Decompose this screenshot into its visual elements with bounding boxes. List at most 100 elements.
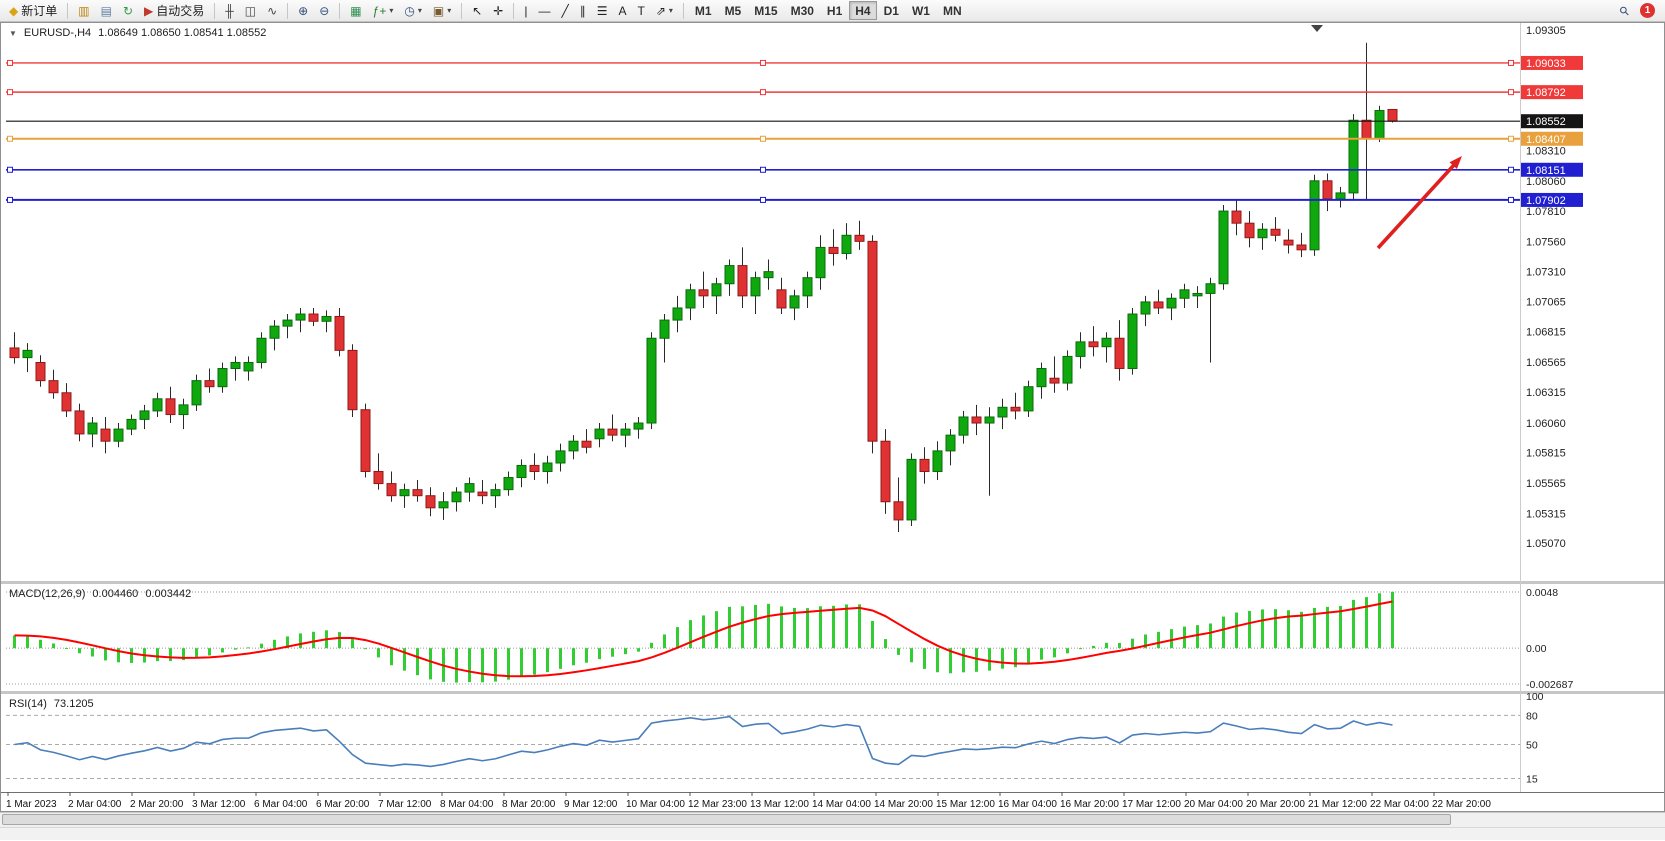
market-watch-button[interactable]: ▤ [96, 1, 117, 20]
timeframe-m1-button[interactable]: M1 [689, 1, 718, 20]
hline-handle[interactable] [760, 196, 766, 203]
search-button[interactable]: ⚲ [1615, 1, 1634, 20]
hline-handle[interactable] [1508, 196, 1514, 203]
hline-handle[interactable] [1508, 135, 1514, 142]
timeframe-m15-button[interactable]: M15 [748, 1, 783, 20]
market-watch-icon: ▤ [100, 3, 112, 18]
toolbar-separator [214, 2, 216, 19]
text-icon: A [618, 3, 627, 18]
rsi-pane-header: RSI(14) 73.1205 [9, 698, 94, 710]
svg-text:14 Mar 20:00: 14 Mar 20:00 [874, 799, 933, 810]
hline-handle[interactable] [7, 89, 13, 96]
hline-handle[interactable] [7, 196, 13, 203]
chart-scrollbar[interactable] [0, 812, 1665, 827]
svg-text:12 Mar 23:00: 12 Mar 23:00 [688, 799, 747, 810]
trendline-icon: ╱ [561, 3, 569, 18]
hline-handle[interactable] [760, 166, 766, 173]
timeframe-mn-button[interactable]: MN [937, 1, 968, 20]
svg-text:6 Mar 20:00: 6 Mar 20:00 [316, 799, 370, 810]
svg-text:1.05815: 1.05815 [1526, 448, 1566, 460]
macd-indicator-label: MACD(12,26,9) [9, 588, 86, 600]
dropdown-caret-icon: ▾ [389, 6, 394, 15]
cursor-button[interactable]: ↖ [467, 1, 487, 20]
hline-1.08151[interactable] [6, 166, 1520, 173]
zoom-out-button[interactable]: ⊖ [314, 1, 334, 20]
fibonacci-button[interactable]: ☰ [592, 1, 613, 20]
templates-button[interactable]: ▣ ▾ [428, 1, 456, 20]
collapse-chart-button[interactable]: ▼ [9, 28, 17, 38]
chart-canvas[interactable]: 1.09305 1.08310 1.08060 1.07810 1.07560 1.073… [0, 22, 1665, 812]
svg-text:1.05315: 1.05315 [1526, 508, 1566, 520]
horizontal-line-button[interactable]: — [533, 1, 555, 20]
hline-1.08792[interactable] [6, 89, 1520, 96]
chart-ohlc-quote: 1.08649 1.08650 1.08541 1.08552 [98, 27, 267, 39]
timeframe-h4-button-label: H4 [855, 3, 871, 18]
svg-text:-0.002687: -0.002687 [1526, 679, 1573, 691]
hline-handle[interactable] [760, 135, 766, 142]
indicators-button[interactable]: ƒ+ ▾ [368, 1, 399, 20]
chart-window-button[interactable]: ▥ [73, 1, 94, 20]
timeframe-m30-button[interactable]: M30 [785, 1, 820, 20]
svg-text:16 Mar 20:00: 16 Mar 20:00 [1060, 799, 1119, 810]
svg-text:15: 15 [1526, 773, 1538, 785]
hline-1.08407[interactable] [6, 135, 1520, 142]
svg-text:1.09305: 1.09305 [1526, 25, 1566, 37]
candlestick-chart-button[interactable]: ◫ [240, 1, 261, 20]
autotrading-button-label: 自动交易 [156, 4, 205, 18]
timeframe-d1-button[interactable]: D1 [878, 1, 905, 20]
scrollbar-thumb[interactable] [2, 814, 1451, 825]
hline-1.07902[interactable] [6, 196, 1520, 203]
fibonacci-icon: ☰ [596, 3, 608, 18]
status-bar [0, 827, 1665, 840]
svg-text:50: 50 [1526, 740, 1538, 752]
svg-text:17 Mar 12:00: 17 Mar 12:00 [1122, 799, 1181, 810]
toolbar-separator [339, 2, 341, 19]
channel-button[interactable]: ∥ [575, 1, 591, 20]
trendline-button[interactable]: ╱ [556, 1, 573, 20]
timeframe-h4-button[interactable]: H4 [849, 1, 877, 20]
svg-text:1.09033: 1.09033 [1526, 58, 1566, 70]
hline-1.09033[interactable] [6, 59, 1520, 66]
time-axis: 1 Mar 2023 2 Mar 04:00 2 Mar 20:00 3 Mar 12… [6, 792, 1491, 810]
new-order-button[interactable]: ◆ 新订单 [4, 1, 62, 20]
svg-text:1.05070: 1.05070 [1526, 538, 1566, 550]
horizontal-line-icon: — [538, 3, 551, 18]
arrows-button[interactable]: ⇗ ▾ [651, 1, 678, 20]
hline-handle[interactable] [760, 59, 766, 66]
bar-chart-button[interactable]: ╫ [220, 1, 239, 20]
vertical-line-button[interactable]: | [519, 1, 532, 20]
periods-button[interactable]: ◷ ▾ [399, 1, 427, 20]
trend-arrow-annotation[interactable] [1376, 156, 1462, 250]
svg-text:8 Mar 04:00: 8 Mar 04:00 [440, 799, 494, 810]
hline-handle[interactable] [1508, 166, 1514, 173]
svg-text:1.08060: 1.08060 [1526, 176, 1566, 188]
line-chart-button[interactable]: ∿ [262, 1, 282, 20]
svg-text:21 Mar 12:00: 21 Mar 12:00 [1308, 799, 1367, 810]
hline-handle[interactable] [1508, 89, 1514, 96]
timeframe-m5-button[interactable]: M5 [719, 1, 748, 20]
timeframe-h1-button-label: H1 [826, 3, 843, 18]
hline-handle[interactable] [1508, 59, 1514, 66]
timeframe-mn-button-label: MN [942, 3, 962, 18]
toolbar-separator [682, 2, 684, 19]
crosshair-button[interactable]: ✛ [488, 1, 508, 20]
notification-badge[interactable]: 1 [1640, 3, 1655, 18]
svg-text:2 Mar 20:00: 2 Mar 20:00 [130, 799, 184, 810]
tile-windows-button[interactable]: ▦ [345, 1, 366, 20]
new-order-icon: ◆ [9, 3, 19, 18]
template-icon: ▣ [432, 3, 445, 18]
chart-shift-marker[interactable] [1311, 25, 1323, 32]
text-button[interactable]: A [613, 1, 631, 20]
zoom-in-button[interactable]: ⊕ [293, 1, 313, 20]
hline-handle[interactable] [760, 89, 766, 96]
hline-handle[interactable] [7, 135, 13, 142]
timeframe-h1-button[interactable]: H1 [821, 1, 848, 20]
autotrading-button[interactable]: ▶ 自动交易 [139, 1, 209, 20]
refresh-button[interactable]: ↻ [118, 1, 138, 20]
hline-handle[interactable] [7, 166, 13, 173]
timeframe-w1-button[interactable]: W1 [906, 1, 936, 20]
text-label-button[interactable]: T [632, 1, 649, 20]
price-axis: 1.09305 1.08310 1.08060 1.07810 1.07560 1.073… [1521, 25, 1583, 785]
hline-handle[interactable] [7, 59, 13, 66]
dropdown-caret-icon: ▾ [417, 6, 422, 15]
